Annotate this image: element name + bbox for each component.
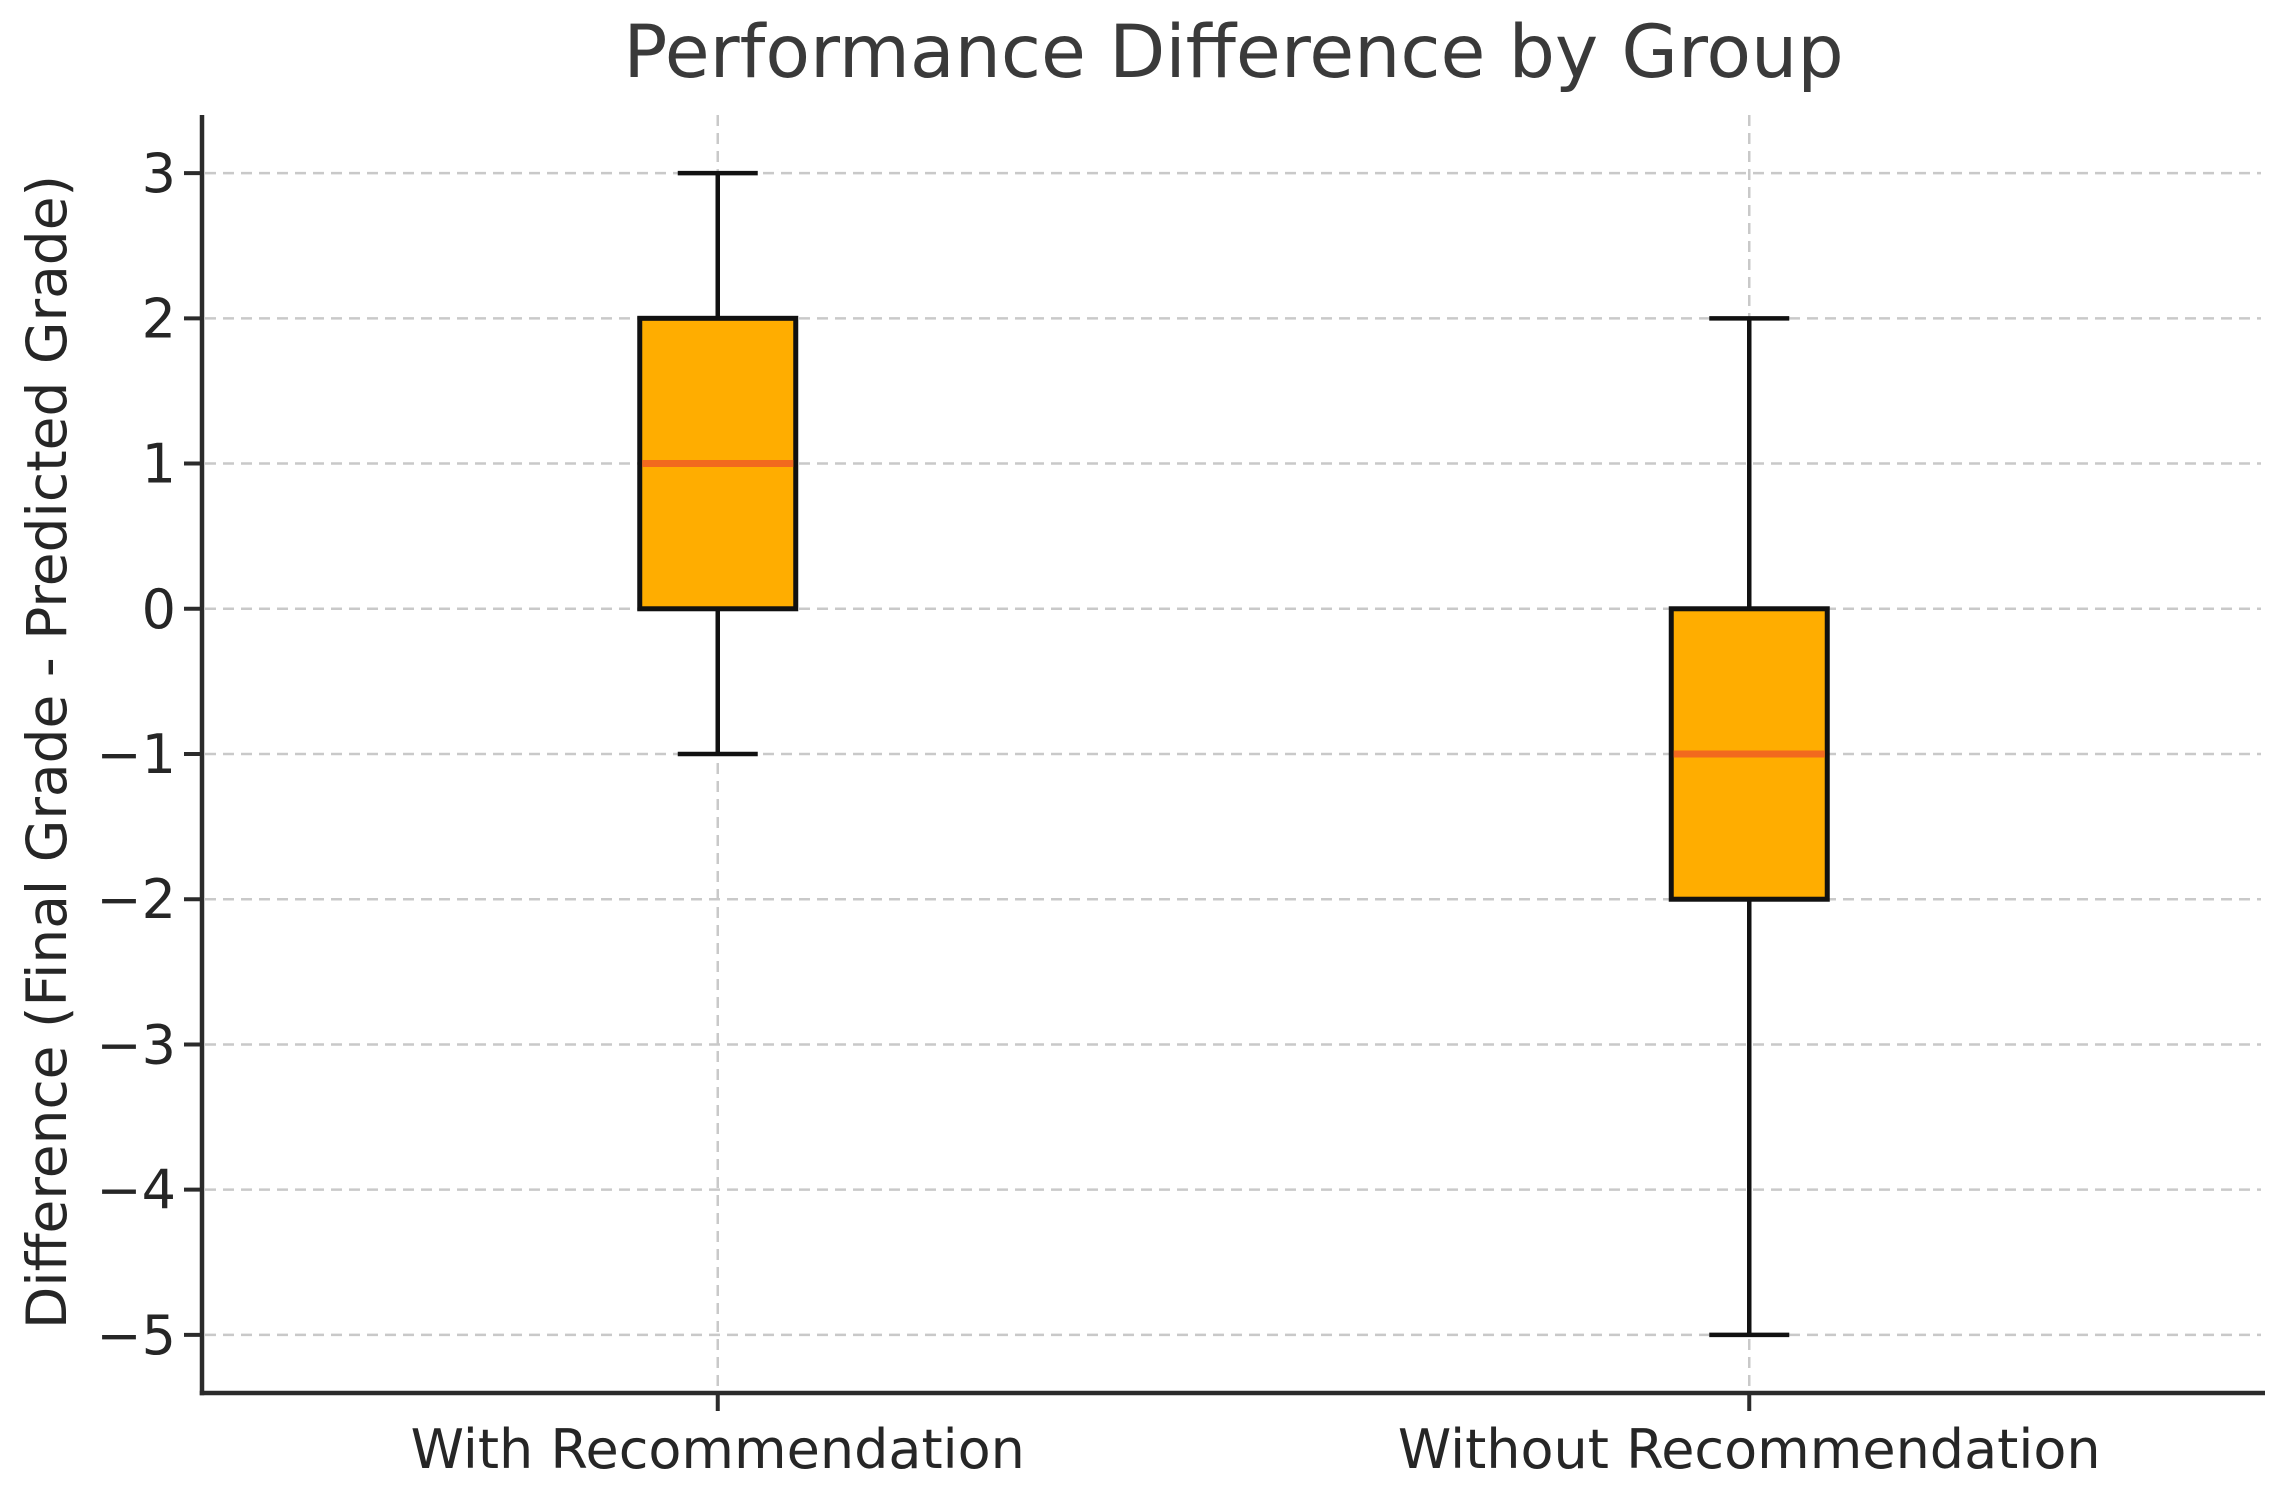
y-tick-label: 0: [142, 578, 176, 641]
y-tick-label: −5: [96, 1304, 176, 1367]
y-tick-label: 2: [142, 287, 176, 350]
y-tick-label: −2: [96, 868, 176, 931]
y-tick-label: −1: [96, 723, 176, 786]
y-tick-label: 1: [142, 433, 176, 496]
chart-title: Performance Difference by Group: [623, 10, 1844, 95]
x-tick-label: Without Recommendation: [1398, 1418, 2101, 1481]
y-tick-label: −4: [96, 1159, 176, 1222]
y-tick-label: 3: [142, 142, 176, 205]
y-tick-label: −3: [96, 1013, 176, 1076]
x-tick-label: With Recommendation: [411, 1418, 1025, 1481]
